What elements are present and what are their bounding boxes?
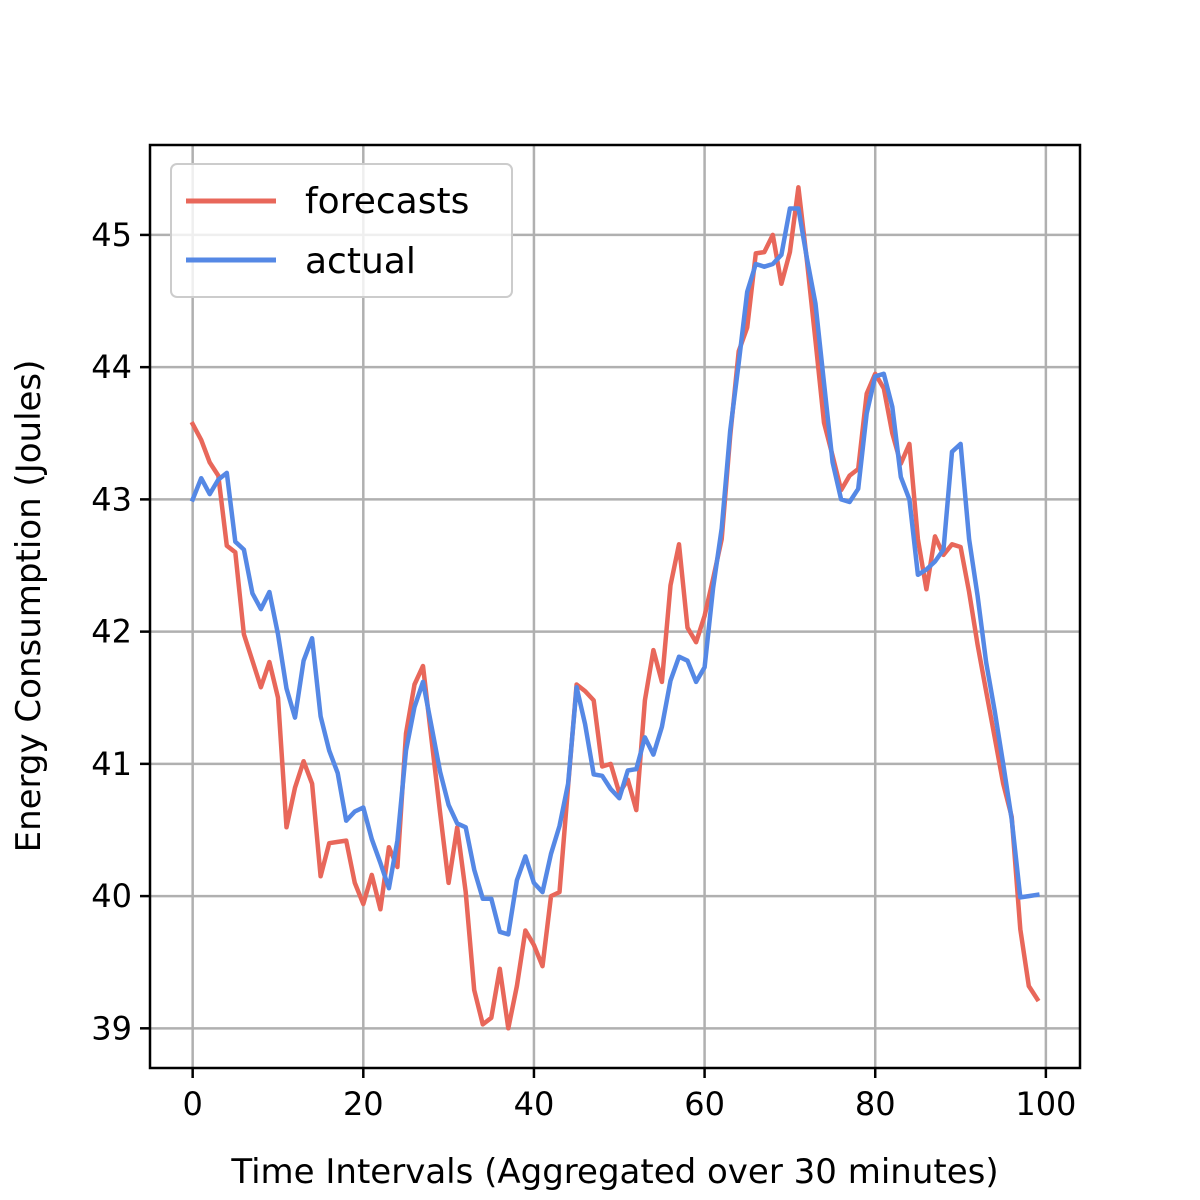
plot-frame <box>148 143 1082 1070</box>
x-tick-label: 100 <box>1015 1085 1076 1123</box>
legend-label-forecasts: forecasts <box>305 181 469 222</box>
series-line-actual <box>189 206 1040 937</box>
x-tick-label: 60 <box>684 1085 725 1123</box>
y-tick-label: 45 <box>91 216 132 254</box>
axis-tick-labels: 0 20 40 60 80 100 39 40 41 42 43 44 45 <box>91 216 1076 1123</box>
legend: forecasts actual <box>170 163 513 298</box>
y-tick-label: 44 <box>91 348 132 386</box>
y-axis-label: Energy Consumption (Joules) <box>9 360 49 853</box>
y-tick-label: 42 <box>91 613 132 651</box>
series-layer <box>189 185 1041 1031</box>
x-axis-label: Time Intervals (Aggregated over 30 minut… <box>230 1152 998 1192</box>
x-tick-label: 40 <box>514 1085 555 1123</box>
legend-box <box>170 163 513 298</box>
y-tick-label: 41 <box>91 745 132 783</box>
x-tick-label: 80 <box>855 1085 896 1123</box>
x-tick-label: 20 <box>343 1085 384 1123</box>
y-tick-label: 43 <box>91 480 132 518</box>
axis-ticks <box>140 233 1048 1078</box>
y-tick-label: 40 <box>91 877 132 915</box>
legend-label-actual: actual <box>305 241 416 282</box>
x-tick-label: 0 <box>182 1085 202 1123</box>
y-tick-label: 39 <box>91 1009 132 1047</box>
